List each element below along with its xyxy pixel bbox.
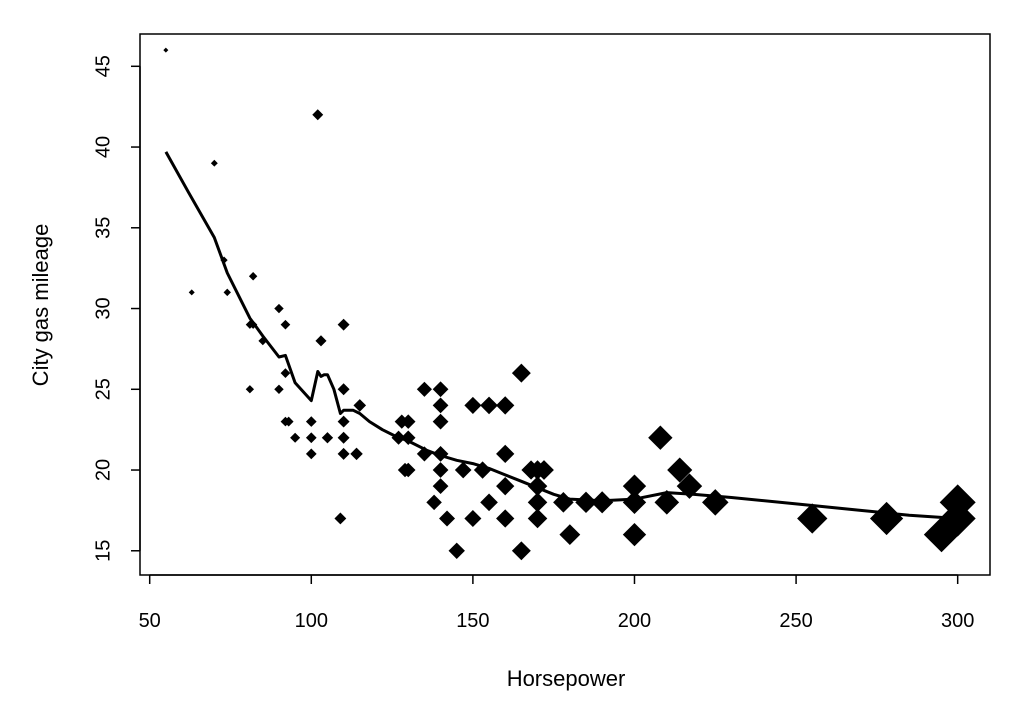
data-point	[496, 396, 515, 415]
data-point	[312, 109, 324, 121]
data-point	[432, 462, 449, 478]
data-point	[337, 383, 350, 396]
data-point	[337, 431, 350, 444]
data-point	[480, 396, 498, 415]
data-point	[305, 432, 317, 444]
data-point	[305, 416, 317, 427]
y-tick-label: 40	[92, 136, 114, 158]
data-point	[210, 159, 218, 167]
data-point	[667, 457, 693, 483]
x-tick-label: 100	[295, 610, 328, 632]
data-point	[654, 490, 680, 515]
data-point	[534, 460, 554, 480]
data-points	[163, 47, 976, 561]
data-point	[280, 319, 291, 330]
data-point	[648, 425, 673, 450]
x-axis: 50 100 150 200 250 300	[139, 574, 974, 632]
data-point	[188, 289, 195, 296]
y-axis: 15 20 25 30 35 40 45	[92, 55, 141, 562]
data-point	[480, 493, 498, 512]
data-point	[432, 478, 449, 495]
data-point	[321, 432, 334, 444]
data-point	[454, 461, 472, 479]
data-point	[527, 508, 548, 529]
x-tick-label: 250	[779, 610, 812, 632]
data-point	[439, 510, 456, 527]
data-point	[622, 522, 647, 547]
data-point	[416, 381, 432, 397]
data-point	[464, 396, 482, 414]
data-point	[245, 385, 255, 394]
y-tick-label: 25	[92, 378, 114, 400]
data-point	[622, 490, 647, 515]
data-point	[248, 272, 258, 281]
data-point	[511, 363, 531, 383]
data-point	[350, 447, 363, 461]
data-point	[527, 492, 548, 513]
data-point	[622, 474, 647, 498]
data-point	[702, 489, 729, 516]
x-tick-label: 300	[941, 610, 974, 632]
data-point	[432, 397, 449, 414]
data-point	[337, 318, 350, 331]
data-point	[575, 491, 597, 514]
data-point	[869, 501, 904, 536]
data-point	[223, 288, 231, 297]
data-point	[559, 524, 581, 546]
data-point	[464, 509, 482, 527]
data-point	[797, 503, 828, 534]
data-point	[337, 415, 350, 428]
y-tick-label: 35	[92, 217, 114, 239]
data-point	[353, 399, 367, 412]
data-point	[280, 368, 291, 378]
data-point	[334, 512, 347, 525]
data-point	[401, 462, 416, 478]
data-point	[496, 477, 515, 496]
x-tick-label: 50	[139, 610, 161, 632]
data-point	[591, 491, 614, 514]
data-point	[315, 335, 327, 347]
data-point	[553, 492, 574, 513]
data-point	[496, 444, 515, 464]
data-point	[274, 384, 284, 394]
data-point	[401, 430, 416, 445]
data-point	[426, 494, 442, 511]
y-axis-label: City gas mileage	[28, 224, 53, 387]
data-point	[290, 432, 301, 443]
data-point	[163, 47, 169, 53]
x-tick-label: 150	[456, 610, 489, 632]
y-tick-label: 15	[92, 540, 114, 562]
data-point	[274, 303, 284, 314]
x-tick-label: 200	[618, 610, 651, 632]
y-tick-label: 30	[92, 297, 114, 319]
data-point	[496, 509, 515, 528]
data-point	[401, 414, 416, 429]
y-tick-label: 20	[92, 459, 114, 481]
data-point	[283, 416, 294, 427]
data-point	[305, 448, 317, 460]
data-point	[511, 541, 531, 561]
data-point	[448, 542, 465, 559]
data-point	[432, 413, 449, 430]
x-axis-label: Horsepower	[507, 666, 626, 691]
data-point	[432, 381, 449, 398]
smoothed-trend-line	[164, 151, 958, 520]
data-point	[337, 447, 350, 460]
y-tick-label: 45	[92, 55, 114, 77]
